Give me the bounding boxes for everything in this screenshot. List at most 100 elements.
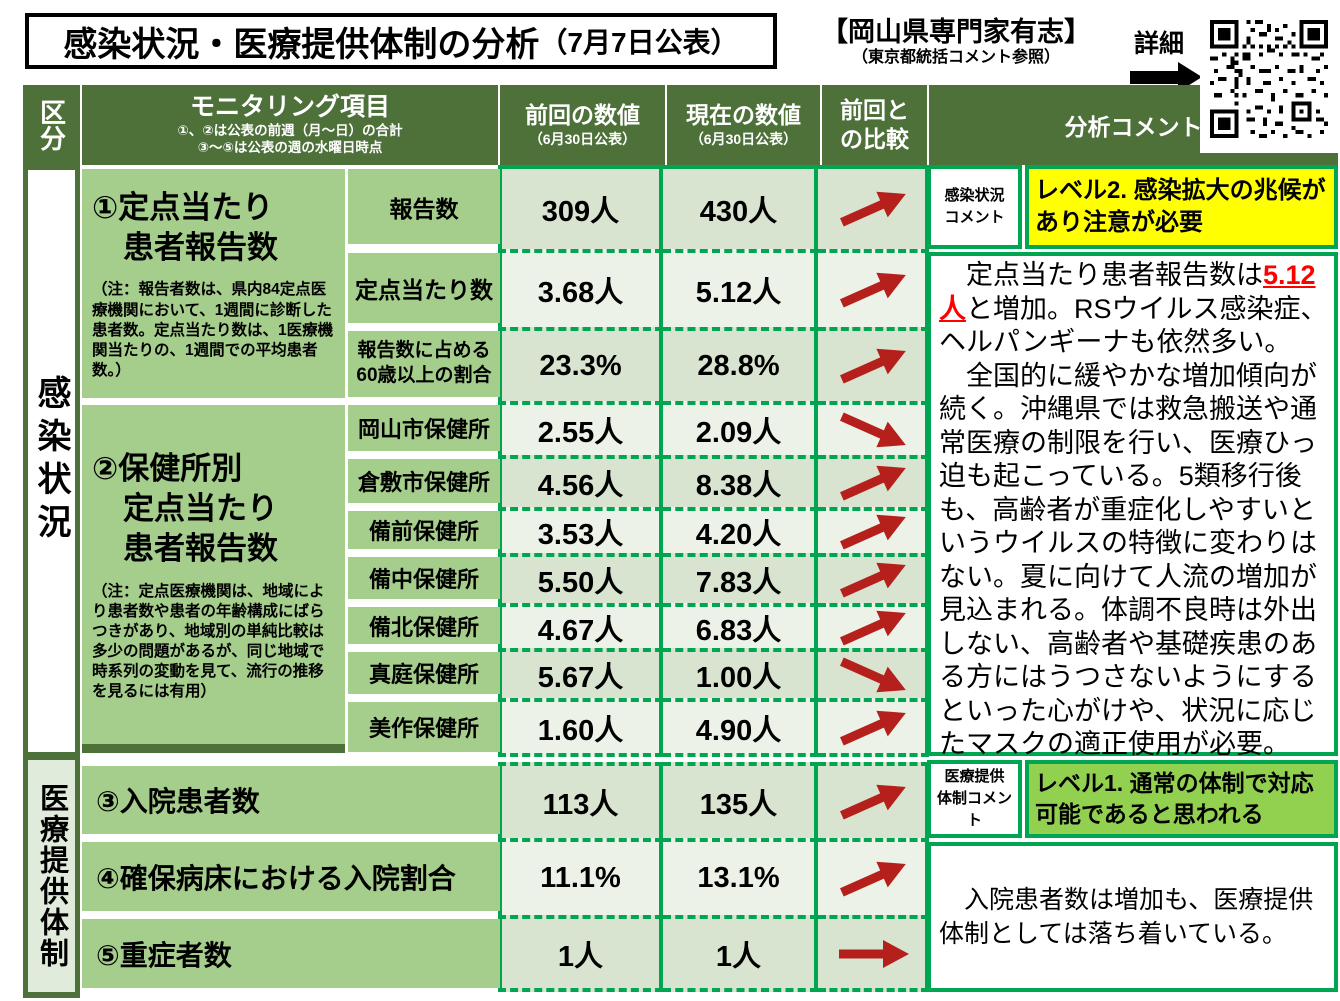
curr-value: 1人 [663, 915, 818, 992]
trend-up-icon [839, 272, 906, 308]
page-title-box: 感染状況・医療提供体制の分析 （7月7日公表） [25, 13, 777, 69]
prev-value: 309人 [498, 165, 663, 249]
table-header-band [23, 85, 1338, 165]
header-curr-sub: （6月30日公表） [689, 130, 798, 147]
table-row: 11.1% 13.1% [498, 838, 929, 915]
byline-block: 【岡山県専門家有志】 （東京都統括コメント参照） [788, 16, 1124, 68]
kubun-medical-system: 医療提供体制 [28, 760, 75, 992]
row-label: 報告数に占める 60歳以上の割合 [348, 331, 500, 397]
row-label: 備中保健所 [348, 557, 500, 599]
trend-down-icon [839, 657, 906, 693]
trend-cell [818, 915, 929, 992]
trend-cell [818, 762, 929, 838]
prev-value: 5.67人 [498, 648, 663, 698]
row-label: 岡山市保健所 [348, 405, 500, 451]
trend-up-icon [839, 784, 906, 820]
curr-value: 6.83人 [663, 603, 818, 648]
trend-cell [818, 838, 929, 915]
prev-value: 1.60人 [498, 698, 663, 757]
trend-cell [818, 249, 929, 327]
kubun-infection-status: 感染状況 [28, 170, 75, 752]
curr-value: 4.90人 [663, 698, 818, 757]
curr-value: 28.8% [663, 327, 818, 401]
curr-value: 135人 [663, 762, 818, 838]
qr-code [1200, 5, 1338, 153]
prev-value: 3.68人 [498, 249, 663, 327]
curr-value: 5.12人 [663, 249, 818, 327]
header-monitoring: モニタリング項目 ①、②は公表の前週（月～日）の合計 ③～⑤は公表の週の水曜日時… [80, 85, 498, 165]
row-label: 備前保健所 [348, 511, 500, 549]
group2-note: （注：定点医療機関は、地域により患者数や患者の年齢構成にばらつきがあり、地域別の… [92, 582, 325, 701]
table-row: 1人 1人 [498, 915, 929, 992]
comment-highlight-value: 5.12人 [939, 260, 1316, 324]
byline-note: （東京都統括コメント参照） [851, 49, 1060, 67]
medical-level-badge: レベル1. 通常の体制で対応可能であると思われる [1025, 760, 1338, 838]
kubun-medical-label: 医療提供体制 [35, 783, 68, 969]
page-title-date: （7月7日公表） [539, 27, 739, 58]
row-label: ⑤重症者数 [82, 919, 500, 988]
header-curr-title: 現在の数値 [686, 102, 801, 129]
header-monitoring-title: モニタリング項目 [189, 93, 390, 122]
header-prev-sub: （6月30日公表） [528, 130, 637, 147]
header-current-value: 現在の数値 （6月30日公表） [665, 85, 820, 165]
trend-cell [818, 648, 929, 698]
trend-cell [818, 165, 929, 249]
table-row: 4.56人 8.38人 [498, 455, 929, 507]
header-analysis-comment: 分析コメント [927, 85, 1338, 165]
arrow-shaft [1130, 71, 1178, 84]
table-row: 4.67人 6.83人 [498, 603, 929, 648]
trend-cell [818, 327, 929, 401]
group2-title: ②保健所別 定点当たり 患者報告数 [92, 450, 278, 567]
medical-analysis-comment: 入院患者数は増加も、医療提供体制としては落ち着いている。 [927, 842, 1338, 992]
header-trend: 前回と の比較 [820, 85, 927, 165]
table-row: 3.53人 4.20人 [498, 507, 929, 553]
infection-comment-label: 感染状況 コメント [927, 165, 1022, 249]
comment-text-part2: と増加。RSウイルス感染症、ヘルパンギーナも依然多い。 全国的に緩やかな増加傾向… [939, 293, 1328, 760]
row-label: ③入院患者数 [82, 766, 500, 834]
kubun-infection-label: 感染状況 [32, 375, 70, 547]
prev-value: 2.55人 [498, 401, 663, 455]
infection-analysis-comment: 定点当たり患者報告数は5.12人と増加。RSウイルス感染症、ヘルパンギーナも依然… [927, 252, 1338, 759]
table-row: 3.68人 5.12人 [498, 249, 929, 327]
trend-cell [818, 401, 929, 455]
row-label: ④確保病床における入院割合 [82, 842, 500, 911]
curr-value: 8.38人 [663, 455, 818, 507]
header-prev-value: 前回の数値 （6月30日公表） [498, 85, 665, 165]
row-label: 美作保健所 [348, 702, 500, 752]
prev-value: 3.53人 [498, 507, 663, 553]
table-row: 23.3% 28.8% [498, 327, 929, 401]
curr-value: 7.83人 [663, 553, 818, 603]
header-monitoring-note1: ①、②は公表の前週（月～日）の合計 [177, 122, 403, 138]
trend-cell [818, 507, 929, 553]
prev-value: 4.56人 [498, 455, 663, 507]
table-row: 113人 135人 [498, 762, 929, 838]
prev-value: 23.3% [498, 327, 663, 401]
prev-value: 1人 [498, 915, 663, 992]
page-title: 感染状況・医療提供体制の分析 [63, 25, 540, 64]
curr-value: 13.1% [663, 838, 818, 915]
trend-cell [818, 603, 929, 648]
trend-cell [818, 455, 929, 507]
trend-up-icon [839, 465, 906, 501]
group1-note: （注：報告者数は、県内84定点医療機関において、1週間に診断した患者数。定点当た… [92, 281, 334, 379]
trend-up-icon [839, 610, 906, 646]
header-monitoring-note2: ③～⑤は公表の週の水曜日時点 [197, 140, 383, 156]
prev-value: 11.1% [498, 838, 663, 915]
curr-value: 2.09人 [663, 401, 818, 455]
table-row: 5.67人 1.00人 [498, 648, 929, 698]
comment-text-part1: 定点当たり患者報告数は [939, 260, 1263, 290]
group1-title: ①定点当たり 患者報告数 [92, 189, 278, 266]
trend-up-icon [839, 191, 906, 227]
trend-up-icon [839, 348, 906, 384]
curr-value: 430人 [663, 165, 818, 249]
trend-cell [818, 553, 929, 603]
curr-value: 4.20人 [663, 507, 818, 553]
qr-code-image [1210, 20, 1328, 138]
trend-up-icon [839, 514, 906, 550]
byline-text: 【岡山県専門家有志】 [821, 17, 1091, 47]
table-row: 5.50人 7.83人 [498, 553, 929, 603]
trend-up-icon [839, 861, 906, 897]
row-label: 備北保健所 [348, 607, 500, 644]
medical-comment-label: 医療提供 体制コメント [927, 760, 1022, 838]
